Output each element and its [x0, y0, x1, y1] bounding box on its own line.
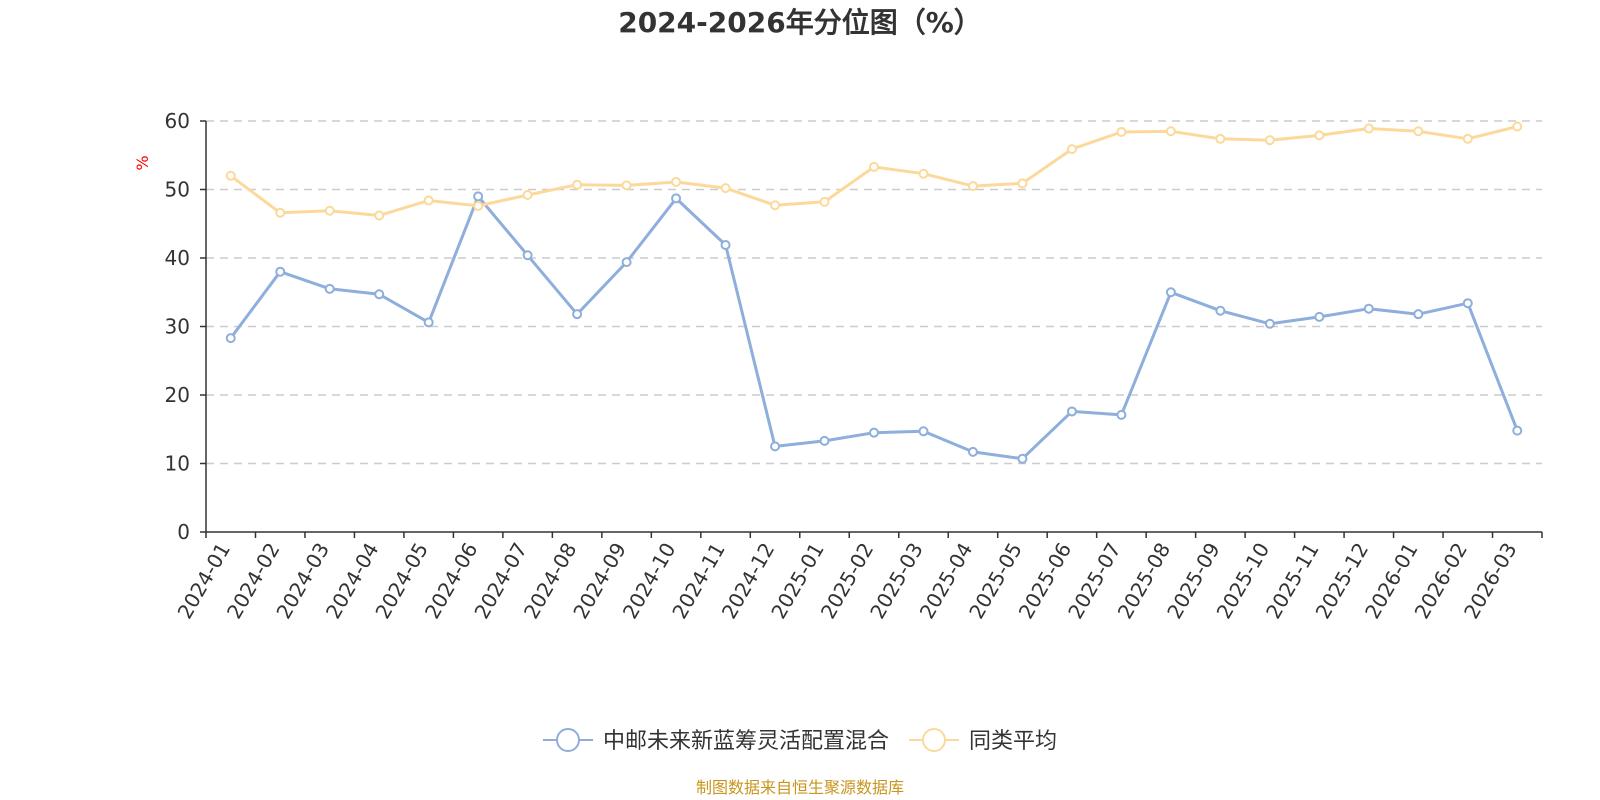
y-tick-label: 30: [165, 315, 190, 339]
data-point[interactable]: [1413, 126, 1424, 137]
data-point[interactable]: [1264, 135, 1275, 146]
series-2: [225, 121, 1523, 221]
data-point[interactable]: [324, 205, 335, 216]
data-point[interactable]: [918, 168, 929, 179]
data-point[interactable]: [1017, 453, 1028, 464]
chart-title: 2024-2026年分位图（%）: [618, 6, 982, 39]
data-point[interactable]: [275, 207, 286, 218]
data-point[interactable]: [275, 266, 286, 277]
data-point[interactable]: [1165, 126, 1176, 137]
data-point[interactable]: [1413, 309, 1424, 320]
data-point[interactable]: [967, 181, 978, 192]
legend-marker-icon: [556, 728, 580, 752]
data-point[interactable]: [473, 191, 484, 202]
data-point[interactable]: [572, 309, 583, 320]
data-point[interactable]: [1512, 121, 1523, 132]
data-point[interactable]: [225, 333, 236, 344]
data-point[interactable]: [1116, 409, 1127, 420]
series-1: [225, 191, 1523, 464]
data-point[interactable]: [1066, 406, 1077, 417]
series-lines: [225, 121, 1523, 464]
data-point[interactable]: [522, 250, 533, 261]
y-tick-label: 0: [177, 520, 190, 544]
data-point[interactable]: [967, 446, 978, 457]
data-point[interactable]: [819, 196, 830, 207]
data-point[interactable]: [819, 435, 830, 446]
data-point[interactable]: [1066, 144, 1077, 155]
data-point[interactable]: [1017, 178, 1028, 189]
data-point[interactable]: [1512, 425, 1523, 436]
data-point[interactable]: [324, 283, 335, 294]
data-point[interactable]: [671, 193, 682, 204]
legend[interactable]: 中邮未来新蓝筹灵活配置混合 同类平均: [543, 728, 1057, 754]
legend-label: 中邮未来新蓝筹灵活配置混合: [603, 729, 889, 754]
data-point[interactable]: [1462, 298, 1473, 309]
data-point[interactable]: [1363, 303, 1374, 314]
data-point[interactable]: [621, 180, 632, 191]
data-point[interactable]: [770, 200, 781, 211]
data-point[interactable]: [522, 189, 533, 200]
data-point[interactable]: [720, 239, 731, 250]
gridlines: [206, 120, 1542, 465]
data-point[interactable]: [1314, 311, 1325, 322]
y-tick-label: 20: [165, 383, 190, 407]
data-point[interactable]: [1363, 123, 1374, 134]
data-point[interactable]: [1215, 133, 1226, 144]
data-point[interactable]: [473, 200, 484, 211]
legend-item-1[interactable]: 中邮未来新蓝筹灵活配置混合: [543, 728, 889, 754]
data-point[interactable]: [869, 427, 879, 438]
data-point[interactable]: [1264, 318, 1275, 329]
data-point[interactable]: [671, 176, 682, 187]
data-point[interactable]: [423, 317, 434, 328]
axes: 01020304050602024-012024-022024-032024-0…: [165, 109, 1543, 623]
data-point[interactable]: [869, 161, 879, 172]
data-point[interactable]: [770, 441, 781, 452]
data-point[interactable]: [1165, 287, 1176, 298]
data-point[interactable]: [1215, 305, 1226, 316]
data-point[interactable]: [918, 426, 929, 437]
data-point[interactable]: [621, 257, 632, 268]
data-point[interactable]: [572, 179, 583, 190]
data-point[interactable]: [1314, 130, 1325, 141]
y-tick-label: 40: [165, 246, 190, 270]
data-source-note: 制图数据来自恒生聚源数据库: [696, 778, 904, 797]
data-point[interactable]: [374, 210, 385, 221]
legend-label: 同类平均: [969, 729, 1057, 754]
data-point[interactable]: [423, 195, 434, 206]
data-point[interactable]: [374, 289, 385, 300]
series-line: [229, 194, 1519, 461]
data-point[interactable]: [225, 170, 236, 181]
y-tick-label: 60: [165, 109, 190, 133]
legend-marker-icon: [922, 728, 946, 752]
data-point[interactable]: [720, 183, 731, 194]
y-axis-label: %: [133, 155, 152, 170]
legend-item-2[interactable]: 同类平均: [909, 728, 1057, 754]
y-tick-label: 10: [165, 452, 190, 476]
data-point[interactable]: [1116, 126, 1127, 137]
y-tick-label: 50: [165, 178, 190, 202]
data-point[interactable]: [1462, 133, 1473, 144]
